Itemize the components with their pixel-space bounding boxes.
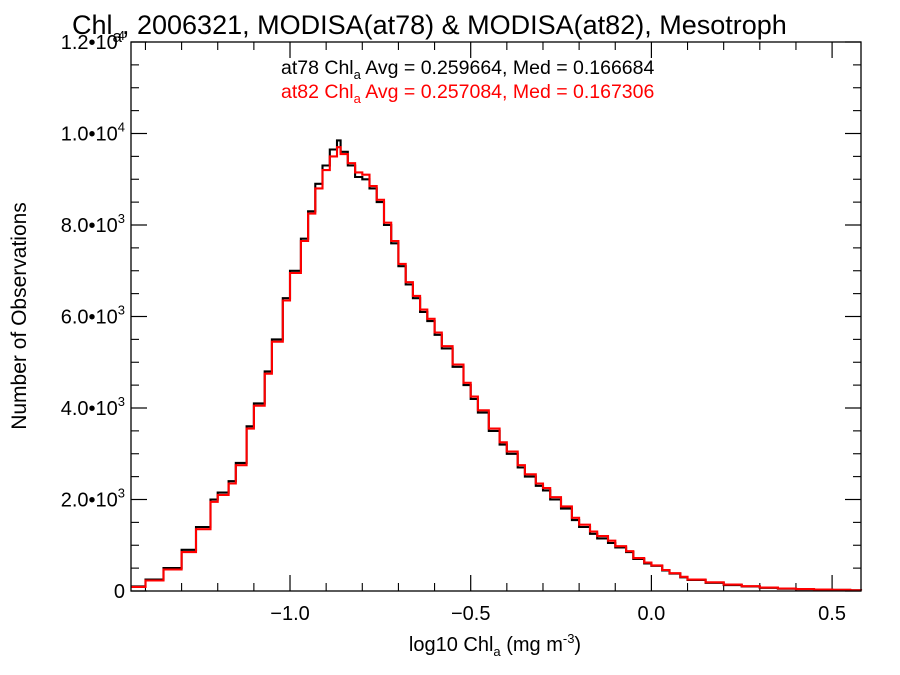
chart-title: Chla, 2006321, MODISA(at78) & MODISA(at8… xyxy=(72,10,787,46)
y-tick-label: 0 xyxy=(114,581,125,603)
plot-frame xyxy=(130,41,862,592)
x-tick-label: −1.0 xyxy=(270,603,309,625)
y-axis-label: Number of Observations xyxy=(8,202,31,430)
x-tick-label: −0.5 xyxy=(451,603,490,625)
y-tick-label: 8.0•103 xyxy=(61,211,125,237)
x-axis-label: log10 Chla (mg m-3) xyxy=(409,631,581,659)
y-tick-label: 1.0•104 xyxy=(61,120,125,146)
y-tick-label: 4.0•103 xyxy=(61,394,125,420)
annotation-at78: at78 Chla Avg = 0.259664, Med = 0.166684 xyxy=(281,57,655,82)
series-line-at82 xyxy=(131,146,863,592)
y-tick-label: 1.2•104 xyxy=(61,28,125,54)
y-tick-label: 6.0•103 xyxy=(61,303,125,329)
x-tick-label: 0.5 xyxy=(818,603,846,625)
tick-labels: −1.0 −0.5 0.0 0.5 0 2.0•103 4.0•103 6.0•103 8.0•… xyxy=(61,28,846,625)
x-tick-label: 0.0 xyxy=(637,603,665,625)
series-layer xyxy=(131,139,863,592)
y-tick-label: 2.0•103 xyxy=(61,486,125,512)
annotation-at82: at82 Chla Avg = 0.257084, Med = 0.167306 xyxy=(281,81,654,106)
axis-ticks xyxy=(131,41,861,592)
